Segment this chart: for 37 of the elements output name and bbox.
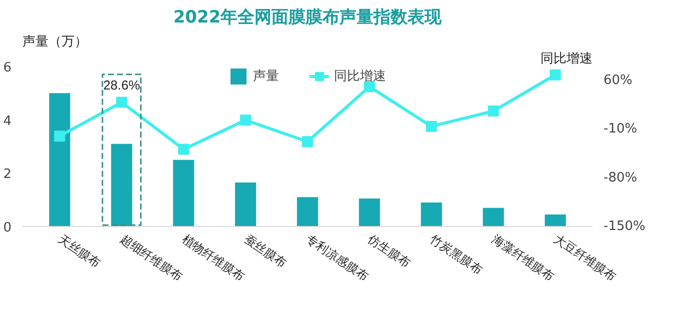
- bar: [235, 182, 256, 226]
- bar: [173, 160, 194, 226]
- point: [240, 114, 252, 126]
- y2-tick-label: -150%: [604, 219, 646, 234]
- point: [54, 130, 66, 142]
- y-tick-label: 2: [3, 167, 12, 182]
- bar: [544, 214, 566, 226]
- x-tick-label: 天丝膜布: [56, 232, 104, 270]
- y-tick-label: 0: [3, 220, 12, 236]
- point: [488, 106, 499, 117]
- bar: [358, 198, 380, 226]
- point: [302, 136, 313, 148]
- y2-tick-label: -80%: [604, 170, 638, 186]
- x-tick-label: 仿生膜布: [364, 231, 414, 270]
- bar: [111, 144, 132, 226]
- bar: [420, 202, 442, 226]
- y-tick-label: 6: [3, 60, 12, 76]
- x-tick-label: 海藻纤维膜布: [489, 232, 557, 284]
- bar: [482, 208, 504, 226]
- x-tick-label: 竹炭黑膜布: [427, 232, 485, 278]
- point: [550, 69, 561, 80]
- y2-axis-title: 同比增速: [540, 52, 592, 66]
- point: [426, 120, 437, 132]
- point: [178, 144, 190, 155]
- chart-title: 2022年全网面膜膜布声量指数表现: [173, 8, 443, 28]
- y2-tick-label: 60%: [604, 72, 632, 88]
- point: [364, 81, 375, 92]
- y-axis-title: 声量（万）: [22, 34, 88, 50]
- bar: [49, 93, 70, 226]
- point: [116, 96, 128, 108]
- bar: [296, 197, 318, 226]
- y2-tick-label: -10%: [604, 122, 638, 137]
- x-tick-label: 蚕丝膜布: [242, 232, 290, 270]
- legend-label: 声量: [253, 68, 279, 85]
- y-tick-label: 4: [3, 114, 12, 129]
- legend-label: 同比增速: [334, 68, 386, 85]
- data-label: 28.6%: [103, 77, 140, 92]
